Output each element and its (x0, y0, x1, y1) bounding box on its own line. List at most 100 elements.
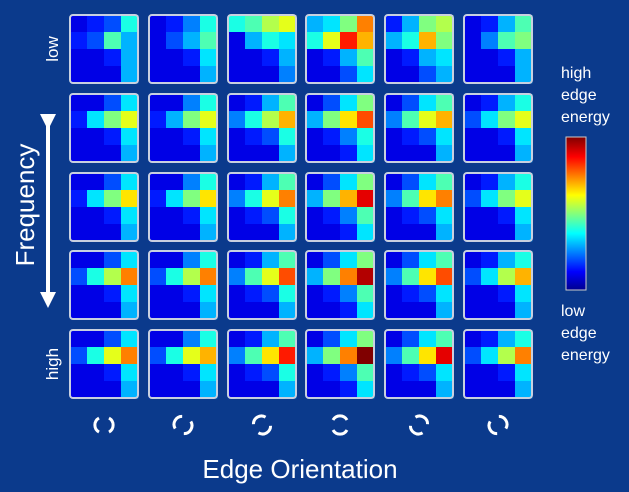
heat-cell (121, 330, 139, 348)
heat-cell (121, 32, 139, 50)
heat-cell (245, 364, 263, 382)
heat-cell (87, 15, 105, 33)
heat-cell (402, 173, 420, 191)
heat-cell (262, 190, 280, 208)
heat-cell (200, 251, 218, 269)
heat-cell (70, 224, 88, 242)
heat-cell (498, 145, 516, 163)
heat-cell (121, 251, 139, 269)
heat-cell (464, 173, 482, 191)
heat-cell (515, 251, 533, 269)
heat-cell (515, 32, 533, 50)
legend-high: high (561, 65, 591, 82)
heat-cell (464, 32, 482, 50)
heat-cell (402, 49, 420, 67)
heat-cell (419, 128, 437, 146)
heat-cell (87, 347, 105, 365)
heat-cell (200, 49, 218, 67)
heat-cell (436, 128, 454, 146)
heat-cell (306, 173, 324, 191)
heat-cell (262, 381, 280, 399)
heat-cell (464, 94, 482, 112)
icon-arc (331, 414, 349, 421)
heat-cell (200, 330, 218, 348)
heat-cell (402, 207, 420, 225)
heat-cell (385, 268, 403, 286)
panel-border (148, 93, 218, 163)
heat-cell (481, 32, 499, 50)
heat-cell (245, 207, 263, 225)
heat-cell (166, 302, 184, 320)
heat-cell (166, 364, 184, 382)
icon-arc (498, 414, 509, 430)
heat-cell (245, 381, 263, 399)
panel-border (69, 172, 139, 242)
heat-cell (323, 49, 341, 67)
heat-cell (323, 207, 341, 225)
heat-cell (402, 251, 420, 269)
heat-cell (245, 330, 263, 348)
heat-cell (104, 66, 122, 84)
heat-cell (183, 145, 201, 163)
heat-cell (340, 190, 358, 208)
legend-low: low (561, 303, 585, 320)
heat-cell (402, 15, 420, 33)
panel-border (384, 172, 454, 242)
panel-border (305, 250, 375, 320)
heat-cell (340, 330, 358, 348)
heat-cell (464, 66, 482, 84)
heat-cell (245, 285, 263, 303)
heat-cell (183, 251, 201, 269)
heat-cell (121, 15, 139, 33)
heat-cell (70, 302, 88, 320)
heat-cell (357, 190, 375, 208)
heat-cell (436, 173, 454, 191)
heat-cell (323, 381, 341, 399)
heat-cell (200, 15, 218, 33)
heat-cell (323, 364, 341, 382)
heat-cell (419, 302, 437, 320)
heat-cell (279, 381, 297, 399)
heat-cell (104, 251, 122, 269)
heat-cell (385, 49, 403, 67)
heat-cell (279, 190, 297, 208)
heat-cell (323, 145, 341, 163)
heat-cell (279, 15, 297, 33)
heat-cell (402, 302, 420, 320)
heat-cell (340, 15, 358, 33)
orientation-icon (408, 414, 430, 436)
heat-cell (70, 381, 88, 399)
heat-cell (481, 15, 499, 33)
heat-cell (419, 190, 437, 208)
heat-cell (306, 381, 324, 399)
heat-cell (200, 128, 218, 146)
heat-cell (245, 190, 263, 208)
heat-cell (70, 330, 88, 348)
heat-cell (279, 330, 297, 348)
heat-cell (166, 268, 184, 286)
heat-cell (498, 285, 516, 303)
heat-cell (104, 128, 122, 146)
heat-cell (228, 330, 246, 348)
heat-cell (340, 268, 358, 286)
heat-cell (104, 381, 122, 399)
heat-cell (357, 251, 375, 269)
heat-cell (340, 364, 358, 382)
heat-cell (149, 111, 167, 129)
heat-cell (385, 285, 403, 303)
heat-cell (306, 207, 324, 225)
heat-cell (340, 381, 358, 399)
heat-cell (323, 128, 341, 146)
heat-cell (419, 364, 437, 382)
heat-cell (481, 330, 499, 348)
heat-cell (306, 347, 324, 365)
heat-cell (385, 364, 403, 382)
heat-cell (323, 15, 341, 33)
heat-cell (228, 94, 246, 112)
heat-cell (481, 207, 499, 225)
heat-cell (306, 330, 324, 348)
heat-cell (515, 364, 533, 382)
heat-cell (340, 66, 358, 84)
heat-cell (121, 128, 139, 146)
heat-cell (279, 251, 297, 269)
